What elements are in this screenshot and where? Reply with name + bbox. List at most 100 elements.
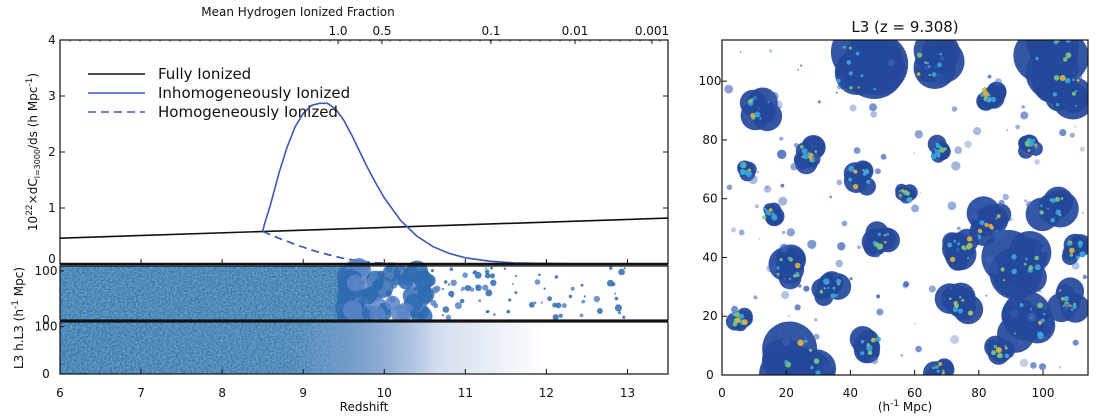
bubble-hotspot — [959, 296, 962, 299]
strip-bubble — [503, 267, 507, 270]
map-ticks: 0 20 40 60 80 100 0 20 40 60 80 100 — [699, 74, 1055, 400]
y-tick-label: 3 — [48, 89, 56, 103]
bubble-hotspot — [904, 189, 908, 194]
bubble-hotspot — [853, 184, 859, 190]
strip-bubble — [445, 314, 452, 321]
small-bubble — [766, 186, 768, 189]
small-bubble — [724, 84, 734, 94]
bubble-hotspot — [953, 239, 957, 243]
bubble-hotspot — [995, 347, 1002, 353]
small-bubble — [787, 315, 790, 318]
small-bubble — [955, 247, 961, 252]
bubble-hotspot — [1059, 75, 1066, 81]
bubble-hotspot — [784, 360, 788, 364]
strip-bubble — [533, 301, 537, 305]
small-bubble — [823, 274, 825, 277]
strip-bubble — [623, 267, 626, 270]
map-y-tick-label: 40 — [702, 250, 717, 264]
bubble-hotspot — [1032, 138, 1036, 142]
small-bubble — [817, 100, 821, 104]
series-line — [59, 217, 669, 239]
lineplot-y-ticks: 0 1 2 3 4 — [48, 33, 668, 266]
bubble-hotspot — [748, 99, 753, 104]
ionized-bubble — [857, 177, 876, 196]
small-bubble — [738, 229, 745, 236]
small-bubble — [1040, 247, 1047, 253]
bubble-hotspot — [1037, 302, 1043, 309]
bubble-hotspot — [876, 243, 884, 250]
bubble-hotspot — [1034, 255, 1039, 261]
bubble-hotspot — [1070, 308, 1074, 312]
bubble-hotspot — [927, 65, 931, 68]
small-bubble — [1079, 146, 1085, 152]
small-bubble — [956, 226, 961, 231]
small-bubble — [951, 161, 961, 171]
strip-bubble — [493, 313, 496, 316]
top-tick-label: 0.001 — [635, 24, 669, 38]
strip-bubble — [347, 274, 364, 292]
x-tick-label: 11 — [458, 386, 473, 400]
small-bubble — [1071, 262, 1080, 270]
bubble-hotspot — [776, 272, 780, 276]
strip-bubble — [614, 304, 623, 312]
bubble-hotspot — [1004, 353, 1010, 359]
bubble-hotspot — [996, 214, 1001, 219]
strip-bubble — [490, 279, 497, 286]
bubble-hotspot — [991, 350, 997, 356]
map-frame — [721, 39, 1089, 376]
map-y-tick-label: 80 — [702, 133, 717, 147]
bubble-hotspot — [1052, 92, 1058, 97]
small-bubble — [1030, 145, 1039, 154]
small-bubble — [1071, 70, 1076, 75]
strip-bubble — [343, 300, 363, 321]
small-bubble — [934, 65, 938, 69]
bubble-hotspot — [916, 72, 921, 76]
map-x-tick-label: 80 — [971, 386, 986, 400]
x-tick-label: 13 — [620, 386, 635, 400]
small-bubble — [973, 127, 982, 136]
small-bubble — [786, 228, 795, 237]
bubble-hotspot — [995, 217, 998, 220]
strip-bubble — [485, 310, 489, 314]
strip-bubble — [538, 273, 541, 277]
bubble-hotspot — [947, 242, 953, 248]
small-bubble — [1074, 125, 1077, 128]
small-bubble — [754, 204, 759, 209]
strip-bubble — [583, 295, 586, 298]
bubble-hotspot — [872, 240, 877, 245]
bubble-hotspot — [832, 286, 836, 290]
small-bubble — [794, 304, 801, 311]
ionized-bubble — [1051, 76, 1088, 120]
bubble-hotspot — [773, 214, 777, 218]
small-bubble — [1026, 201, 1034, 209]
small-bubble — [731, 305, 739, 313]
bubble-hotspot — [1004, 345, 1007, 348]
small-bubble — [841, 220, 848, 227]
small-bubble — [1018, 340, 1024, 346]
bubble-hotspot — [984, 222, 989, 227]
bubble-hotspot — [1034, 264, 1041, 271]
small-bubble — [913, 152, 916, 154]
ionized-bubble — [993, 256, 1034, 297]
small-bubble — [1072, 339, 1079, 346]
bubble-hotspot — [849, 86, 853, 90]
series-line — [262, 230, 409, 265]
small-bubble — [739, 51, 742, 53]
strip-bubble — [469, 287, 475, 292]
top-tick-label: 1.0 — [328, 24, 347, 38]
bubble-hotspot — [808, 348, 813, 352]
bubble-hotspot — [1034, 143, 1038, 147]
bubble-hotspot — [1028, 265, 1034, 270]
bubble-hotspot — [830, 293, 836, 299]
small-bubble — [985, 294, 988, 297]
strip-bubble — [561, 303, 567, 309]
map-title: L3 (z = 9.308) — [851, 18, 958, 36]
strip-bubble — [450, 279, 457, 286]
small-bubble — [779, 136, 784, 141]
y-tick-label: 2 — [48, 145, 56, 159]
strip-bubble — [482, 284, 489, 291]
small-bubble — [1020, 58, 1025, 62]
small-bubble — [779, 106, 782, 109]
small-bubble — [857, 245, 861, 249]
